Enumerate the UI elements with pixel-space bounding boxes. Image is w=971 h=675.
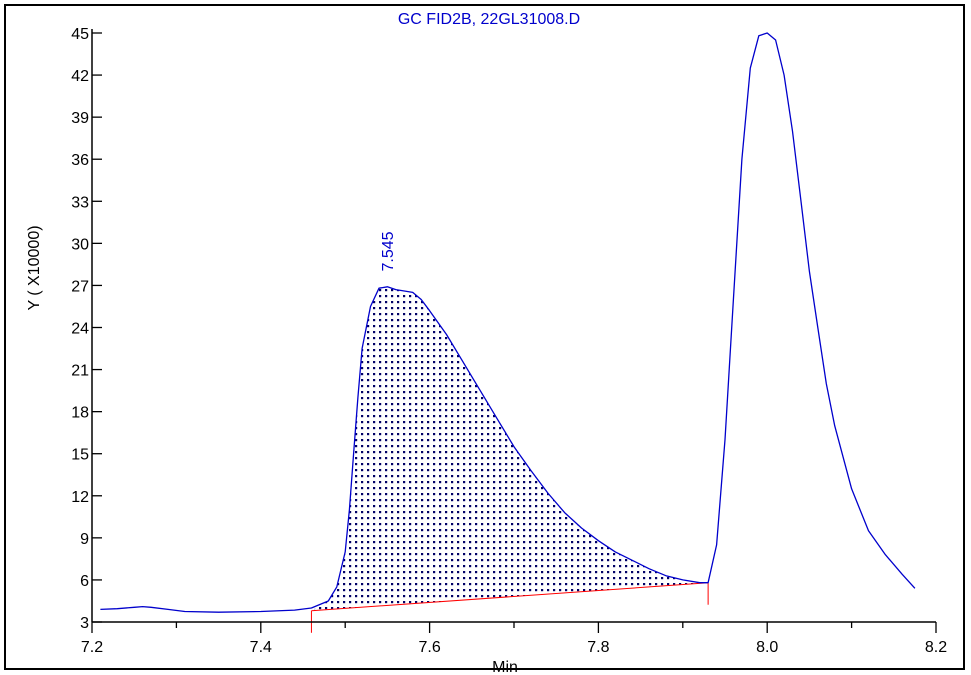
baseline-line bbox=[311, 582, 709, 612]
y-tick-label: 6 bbox=[80, 573, 89, 590]
signal-trace bbox=[100, 32, 916, 613]
x-tick-label: 7.8 bbox=[587, 639, 609, 656]
x-tick-label: 7.2 bbox=[81, 639, 103, 656]
y-tick-label: 27 bbox=[71, 278, 89, 295]
y-tick-label: 3 bbox=[80, 615, 89, 632]
x-tick-label: 7.6 bbox=[418, 639, 440, 656]
y-tick-label: 24 bbox=[71, 321, 89, 338]
x-tick-label: 7.4 bbox=[250, 639, 272, 656]
y-axis-title: Y ( X10000) bbox=[26, 225, 43, 310]
peak-area-fill bbox=[311, 286, 709, 611]
y-tick-label: 30 bbox=[71, 236, 89, 253]
y-tick-label: 18 bbox=[71, 405, 89, 422]
y-tick-label: 42 bbox=[71, 68, 89, 85]
y-tick-label: 9 bbox=[80, 531, 89, 548]
y-tick-label: 33 bbox=[71, 194, 89, 211]
y-tick-label: 21 bbox=[71, 363, 89, 380]
labels: GC FID2B, 22GL31008.D Min Y ( X10000) 7.… bbox=[26, 11, 580, 675]
chart-title: GC FID2B, 22GL31008.D bbox=[398, 11, 580, 28]
y-tick-label: 45 bbox=[71, 26, 89, 43]
trace-line bbox=[100, 32, 916, 613]
chart-frame bbox=[4, 4, 965, 670]
y-tick-label: 15 bbox=[71, 447, 89, 464]
peak-label: 7.545 bbox=[380, 231, 397, 271]
x-axis-title: Min bbox=[492, 659, 518, 675]
x-tick-label: 8.0 bbox=[756, 639, 778, 656]
y-tick-label: 39 bbox=[71, 110, 89, 127]
y-tick-label: 36 bbox=[71, 152, 89, 169]
peak-area-0 bbox=[311, 286, 709, 611]
y-tick-label: 12 bbox=[71, 489, 89, 506]
x-tick-label: 8.2 bbox=[925, 639, 947, 656]
